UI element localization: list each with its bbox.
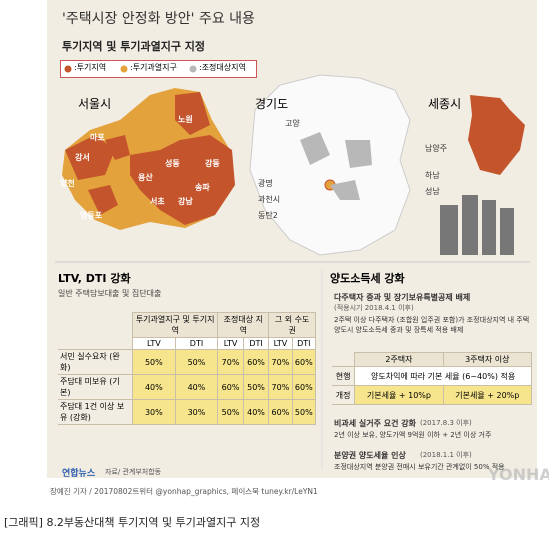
col-header: 2주택자: [354, 352, 444, 367]
sub-header: DTI: [174, 337, 219, 350]
caption: [그래픽] 8.2부동산대책 투기지역 및 투기과열지구 지정: [4, 516, 261, 529]
cell: 70%: [268, 374, 293, 400]
cell: 기본세율 + 10%p: [354, 385, 444, 405]
cell: 60%: [242, 349, 270, 375]
cell: 40%: [132, 374, 176, 400]
row: 투기과열지구 및 투기지역 조정대상 지역 그 외 수도권: [58, 312, 316, 338]
item-text: 2주택 이상 다주택자 (조합원 입주권 포함)가 조정대상지역 내 주택 양도…: [334, 316, 530, 334]
district-label: 광명: [258, 179, 273, 188]
cell: 50%: [174, 349, 219, 375]
sub-header: LTV: [132, 337, 176, 350]
map-title: 서울시: [78, 97, 112, 111]
district-label: 남양주: [425, 144, 448, 153]
item-period: (2017.8.3 이후): [420, 419, 472, 427]
cell: [58, 313, 133, 350]
item-title: 다주택자 중과 및 장기보유특별공제 배제: [334, 293, 471, 302]
col-header: 그 외 수도권: [268, 312, 316, 338]
item-title: 분양권 양도세율 인상: [334, 451, 406, 460]
item-period: (2018.1.1 이후): [420, 451, 472, 459]
col-header: 투기과열지구 및 투기지역: [131, 312, 219, 338]
district-label: 용산: [138, 173, 153, 182]
district-label: 송파: [195, 183, 210, 192]
sub-header: DTI: [242, 337, 270, 350]
cell: 60%: [291, 374, 317, 400]
cell: 50%: [291, 399, 317, 425]
row-label: 현행: [332, 366, 356, 386]
cell: 60%: [217, 374, 244, 400]
sub-header: DTI: [291, 337, 317, 350]
legend-label: :조정대상지역: [199, 63, 246, 72]
row-label: 개정: [332, 385, 356, 405]
district-label: 영등포: [80, 211, 103, 220]
cell: 50%: [217, 399, 244, 425]
tax-table: 2주택자 3주택자 이상 현행 양도차익에 따라 기본 세율 (6~40%) 적용 개정…: [332, 352, 533, 405]
cell: 70%: [217, 349, 244, 375]
row-label: 주담대 미보유 (기본): [58, 374, 133, 400]
cell: 50%: [132, 349, 176, 375]
legend-label: :투기지역: [74, 63, 107, 72]
col-header: 조정대상 지역: [217, 312, 270, 338]
row-label: 서민 실수요자 (완화): [58, 349, 133, 375]
district-label: 강서: [75, 153, 90, 162]
district-label: 마포: [90, 133, 105, 142]
cell: 양도차익에 따라 기본 세율 (6~40%) 적용: [354, 366, 532, 386]
cell: [332, 353, 355, 367]
cell: 60%: [291, 349, 317, 375]
district-label: 서초: [150, 197, 165, 206]
row: 서민 실수요자 (완화) 50% 50% 70% 60% 70% 60%: [58, 349, 317, 375]
sub-header: LTV: [217, 337, 244, 350]
cell: 40%: [174, 374, 219, 400]
section-title: 양도소득세 강화: [330, 272, 405, 285]
district-label: 성남: [425, 187, 440, 196]
cell: 40%: [242, 399, 270, 425]
sub-header: LTV: [268, 337, 293, 350]
district-label: 성동: [165, 159, 180, 168]
row: 개정 기본세율 + 10%p 기본세율 + 20%p: [332, 385, 533, 405]
district-label: 강남: [178, 197, 193, 206]
subtitle: 일반 주택담보대출 및 집단대출: [58, 289, 162, 298]
district-label: 고양: [285, 119, 300, 128]
legend: [60, 60, 257, 78]
item-text: 2년 이상 보유, 양도가액 9억원 이하 + 2년 이상 거주: [334, 431, 492, 439]
district-label: 강동: [205, 159, 220, 168]
row: 2주택자 3주택자 이상: [332, 352, 533, 367]
district-label: 동탄2: [258, 211, 278, 220]
cell: 30%: [174, 399, 219, 425]
row: 주담대 1건 이상 보유 (강화) 30% 30% 50% 40% 60% 50%: [58, 399, 317, 425]
source: 자료/ 관계부처합동: [105, 468, 162, 476]
district-label: 양천: [60, 179, 75, 188]
cell: 70%: [268, 349, 293, 375]
cell: 60%: [268, 399, 293, 425]
cell: 기본세율 + 20%p: [442, 385, 533, 405]
cell: 50%: [242, 374, 270, 400]
item-title: 비과세 실거주 요건 강화: [334, 419, 416, 428]
loan-table: 투기과열지구 및 투기지역 조정대상 지역 그 외 수도권 LTV DTI LTV DTI L…: [58, 312, 317, 425]
section-title: LTV, DTI 강화: [58, 272, 131, 285]
section-title: 투기지역 및 투기과열지구 지정: [62, 40, 206, 53]
credit: 장예진 기자 / 20170802트위터 @yonhap_graphics, 페…: [50, 487, 318, 496]
item-period: (적용시기 2018.4.1 이후): [334, 304, 414, 312]
row: 현행 양도차익에 따라 기본 세율 (6~40%) 적용: [332, 366, 532, 386]
title: '주택시장 안정화 방안' 주요 내용: [62, 11, 255, 27]
item-text: 조정대상지역 분양권 전매시 보유기간 관계없이 50% 적용: [334, 463, 505, 471]
district-label: 노원: [178, 115, 193, 124]
district-label: 과천시: [258, 195, 281, 204]
row: 주담대 미보유 (기본) 40% 40% 60% 50% 70% 60%: [58, 374, 317, 400]
cell: 30%: [132, 399, 176, 425]
map-title: 세종시: [428, 97, 462, 111]
row: LTV DTI LTV DTI LTV DTI: [58, 337, 317, 350]
logo: 연합뉴스: [62, 469, 96, 479]
row-label: 주담대 1건 이상 보유 (강화): [58, 399, 133, 425]
map-title: 경기도: [255, 97, 289, 111]
col-header: 3주택자 이상: [442, 352, 533, 367]
watermark: YONHAP NEWS: [488, 465, 549, 484]
legend-label: :투기과열지구: [130, 63, 177, 72]
district-label: 하남: [425, 171, 440, 180]
